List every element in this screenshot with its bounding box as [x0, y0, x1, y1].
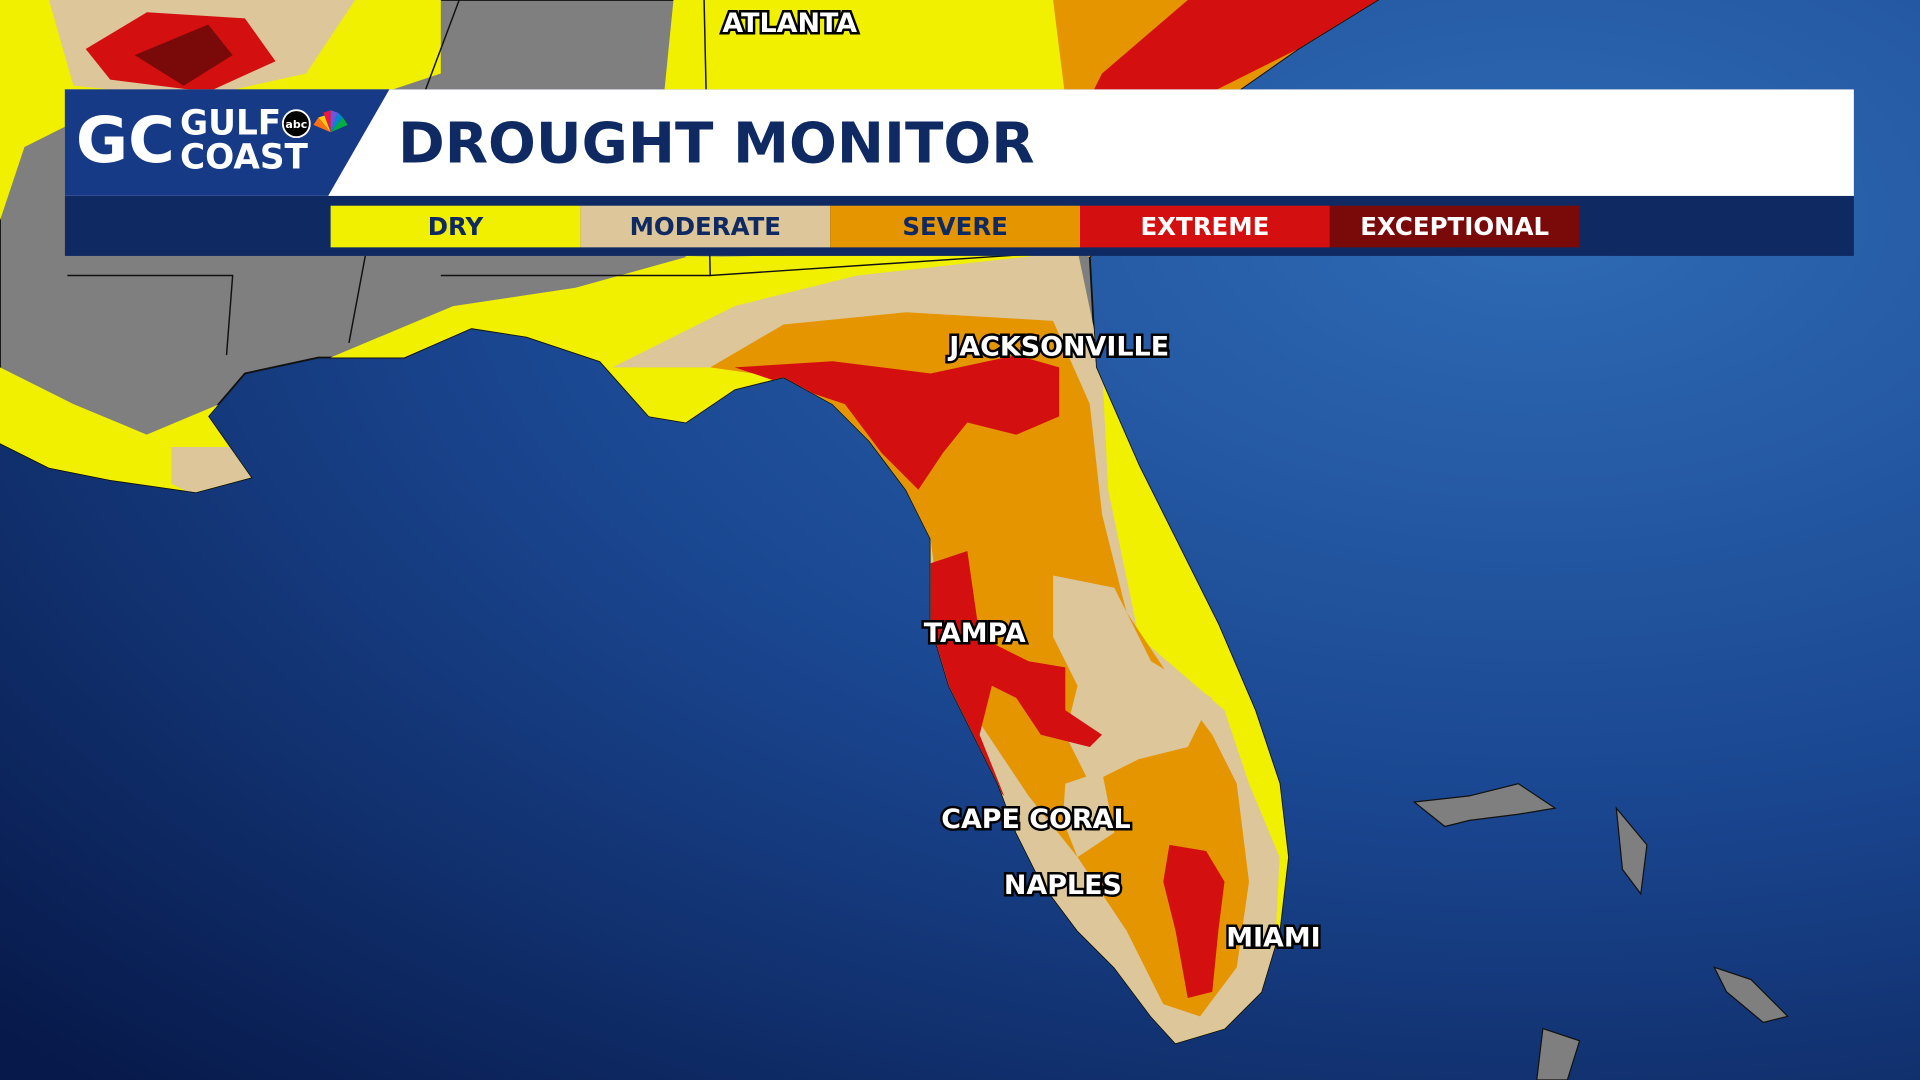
city-label: MIAMI [1226, 923, 1320, 954]
exceptional-area [134, 24, 233, 86]
extreme-area [734, 355, 1060, 490]
extreme-area [930, 551, 1103, 796]
island [1713, 966, 1789, 1024]
legend-item: MODERATE [580, 205, 831, 248]
city-label: CAPE CORAL [941, 804, 1130, 835]
legend-item: SEVERE [830, 205, 1080, 248]
header-banner: GC GULF COAST abc DROUGHT MONITOR DRY MOD… [64, 89, 1854, 256]
legend-label: MODERATE [630, 212, 781, 241]
legend-label: EXTREME [1140, 212, 1269, 241]
bahamas [1412, 783, 1789, 1080]
legend-swatch [830, 205, 1080, 248]
title: DROUGHT MONITOR [398, 112, 1035, 177]
island [1412, 783, 1557, 828]
city-labels: ATLANTA JACKSONVILLE TAMPA CAPE CORAL NAPLES… [720, 6, 1323, 957]
border [67, 274, 234, 356]
city-label: ATLANTA [722, 8, 857, 39]
logo-line1: GULF [180, 103, 281, 143]
logo: GC GULF COAST abc [76, 103, 348, 178]
legend-label: EXCEPTIONAL [1360, 212, 1549, 241]
legend-swatch [1080, 205, 1330, 248]
city-label: JACKSONVILLE [947, 331, 1169, 362]
legend-swatch [1329, 205, 1580, 248]
legend-item: EXCEPTIONAL [1329, 205, 1580, 248]
legend: DRY MODERATE SEVERE EXTREME EXCEPTIONAL [330, 205, 1580, 248]
network-label: abc [285, 118, 307, 131]
logo-line2: COAST [180, 138, 309, 178]
legend-swatch [580, 205, 831, 248]
network-badge [281, 109, 311, 139]
peacock-icon [313, 110, 348, 133]
logo-mark: GC [76, 104, 175, 178]
legend-item: EXTREME [1080, 205, 1330, 248]
island [1615, 806, 1648, 896]
city-label: TAMPA [924, 618, 1026, 649]
legend-label: SEVERE [902, 212, 1008, 241]
city-label: NAPLES [1004, 870, 1122, 901]
moderate-area [1062, 771, 1115, 858]
legend-swatch [330, 205, 581, 248]
island [1536, 1027, 1581, 1080]
legend-item: DRY [330, 205, 581, 248]
legend-label: DRY [428, 212, 484, 241]
extreme-area [1163, 844, 1225, 998]
